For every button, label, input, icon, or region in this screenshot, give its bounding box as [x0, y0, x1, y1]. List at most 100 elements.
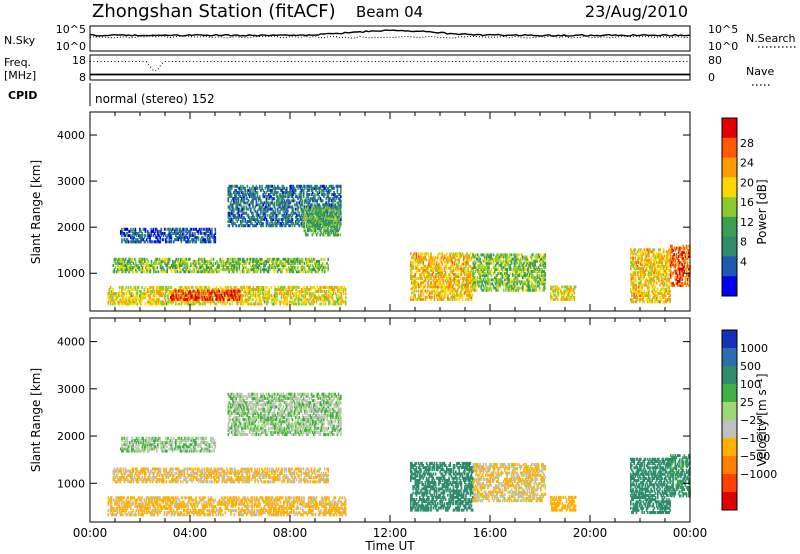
scatter-cell — [297, 261, 299, 265]
scatter-cell — [344, 292, 347, 296]
date-label: 23/Aug/2010 — [585, 2, 688, 21]
scatter-cell — [443, 256, 446, 260]
scatter-cell — [466, 287, 468, 291]
scatter-cell — [301, 188, 304, 192]
scatter-cell — [268, 264, 271, 267]
scatter-cell — [473, 259, 476, 263]
scatter-cell — [208, 234, 211, 238]
scatter-cell — [252, 205, 254, 209]
scatter-cell — [124, 300, 126, 304]
scatter-cell — [243, 288, 246, 291]
scatter-cell — [435, 275, 438, 279]
scatter-cell — [140, 240, 142, 244]
scatter-cell — [152, 294, 155, 298]
scatter-cell — [141, 270, 144, 274]
scatter-cell — [333, 195, 335, 199]
scatter-cell — [274, 211, 277, 215]
scatter-cell — [302, 294, 304, 298]
scatter-cell — [425, 277, 428, 281]
scatter-cell — [322, 214, 325, 218]
scatter-cell — [308, 288, 311, 291]
scatter-cell — [121, 290, 123, 293]
scatter-cell — [197, 297, 199, 301]
scatter-cell — [327, 218, 329, 222]
scatter-cell — [243, 205, 245, 209]
scatter-cell — [432, 279, 435, 283]
scatter-cell — [129, 266, 131, 270]
scatter-cell — [195, 261, 198, 265]
scatter-cell — [130, 264, 133, 267]
scatter-cell — [262, 292, 265, 296]
scatter-cell — [235, 295, 237, 299]
scatter-cell — [210, 257, 212, 261]
scatter-cell — [231, 288, 233, 291]
scatter-cell — [186, 293, 189, 297]
scatter-cell — [152, 285, 155, 289]
scatter-cell — [209, 270, 211, 274]
scatter-cell — [260, 285, 263, 289]
scatter-cell — [259, 197, 261, 201]
scatter-cell — [167, 296, 169, 300]
scatter-cell — [424, 264, 427, 268]
scatter-cell — [251, 193, 253, 197]
scatter-cell — [218, 293, 220, 297]
scatter-cell — [164, 298, 167, 302]
scatter-cell — [187, 302, 189, 306]
scatter-cell — [282, 213, 285, 217]
scatter-cell — [226, 261, 228, 265]
scatter-cell — [263, 296, 266, 300]
scatter-cell — [155, 288, 158, 291]
scatter-cell — [322, 218, 325, 222]
scatter-cell — [249, 264, 252, 267]
scatter-cell — [449, 291, 451, 295]
scatter-cell — [136, 290, 139, 293]
scatter-cell — [210, 293, 213, 297]
scatter-cell — [265, 298, 267, 302]
scatter-cell — [316, 261, 318, 265]
scatter-cell — [287, 215, 289, 219]
scatter-cell — [253, 193, 255, 197]
scatter-cell — [412, 256, 414, 260]
scatter-cell — [462, 262, 465, 266]
scatter-cell — [222, 266, 225, 270]
scatter-cell — [320, 290, 322, 293]
scatter-cell — [207, 270, 209, 274]
scatter-cell — [468, 264, 471, 268]
scatter-cell — [203, 261, 206, 265]
scatter-cell — [236, 268, 238, 272]
scatter-cell — [477, 270, 479, 273]
scatter-cell — [272, 294, 275, 298]
scatter-cell — [135, 259, 137, 263]
scatter-cell — [451, 270, 454, 274]
scatter-cell — [313, 292, 315, 296]
scatter-cell — [229, 195, 232, 199]
scatter-cell — [332, 290, 335, 293]
scatter-cell — [263, 201, 266, 205]
scatter-cell — [170, 290, 173, 293]
scatter-cell — [303, 223, 306, 226]
scatter-cell — [134, 288, 137, 291]
scatter-cell — [226, 289, 228, 293]
scatter-cell — [251, 201, 253, 205]
scatter-cell — [135, 302, 138, 306]
scatter-cell — [232, 197, 234, 201]
scatter-cell — [135, 240, 138, 244]
scatter-cell — [227, 215, 230, 219]
scatter-cell — [263, 191, 266, 194]
scatter-cell — [313, 220, 316, 224]
scatter-cell — [492, 253, 495, 257]
scatter-cell — [293, 285, 295, 289]
scatter-cell — [268, 257, 271, 261]
scatter-cell — [282, 222, 285, 226]
scatter-cell — [412, 264, 414, 268]
scatter-cell — [233, 288, 236, 291]
scatter-cell — [158, 290, 160, 293]
scatter-cell — [336, 227, 338, 231]
scatter-cell — [431, 256, 433, 260]
scatter-cell — [410, 262, 412, 266]
scatter-cell — [184, 293, 187, 297]
scatter-cell — [410, 264, 412, 268]
scatter-cell — [268, 193, 270, 197]
scatter-cell — [205, 232, 208, 235]
scatter-cell — [438, 266, 440, 270]
